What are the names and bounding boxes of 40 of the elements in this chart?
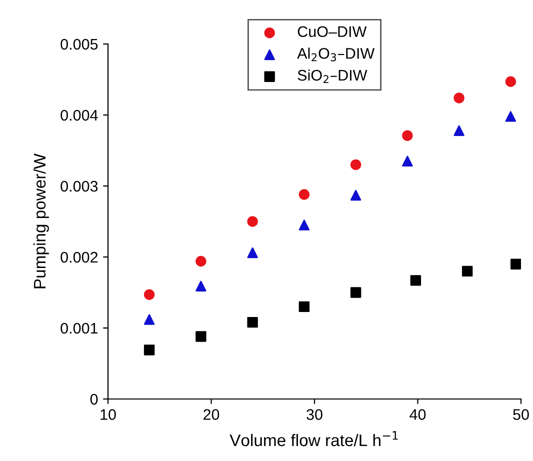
point xyxy=(402,130,413,141)
point xyxy=(350,287,362,298)
y-tick-label: 0.002 xyxy=(60,252,98,263)
point xyxy=(350,159,362,170)
point xyxy=(505,111,516,122)
point xyxy=(247,247,258,258)
point xyxy=(144,289,155,300)
y-axis-title: Pumping power/W xyxy=(33,153,49,288)
x-tick-label: 20 xyxy=(204,409,220,420)
point xyxy=(410,275,422,286)
x-tick-label: 30 xyxy=(306,409,322,420)
point xyxy=(402,156,413,167)
point xyxy=(454,125,464,136)
x-tick-label: 50 xyxy=(513,409,529,420)
point xyxy=(247,216,258,227)
x-axis-title: Volume flow rate/L h$^{−1}$ xyxy=(230,431,398,446)
point xyxy=(196,256,206,267)
x-tick-label: 10 xyxy=(100,409,116,420)
point xyxy=(144,314,155,325)
point xyxy=(462,266,473,277)
y-tick-label: 0.005 xyxy=(60,38,98,50)
y-tick-label: 0.001 xyxy=(60,322,98,334)
y-tick-label: 0 xyxy=(90,394,98,405)
legend-label: CuO–DIW xyxy=(298,26,367,38)
y-tick-label: 0.003 xyxy=(60,180,98,192)
point xyxy=(298,189,310,200)
point xyxy=(454,92,464,104)
legend-label: SiO$_{2}$–DIW xyxy=(298,69,368,84)
point xyxy=(510,258,521,270)
point xyxy=(196,331,206,342)
point xyxy=(298,301,310,312)
x-tick-label: 40 xyxy=(410,409,426,420)
point xyxy=(298,220,310,230)
point xyxy=(196,280,206,292)
point xyxy=(350,190,362,201)
point xyxy=(247,316,258,328)
point xyxy=(144,344,155,356)
y-tick-label: 0.004 xyxy=(60,110,98,121)
point xyxy=(505,76,516,87)
legend-label: Al$_{2}$O$_{3}$–DIW xyxy=(297,48,375,62)
